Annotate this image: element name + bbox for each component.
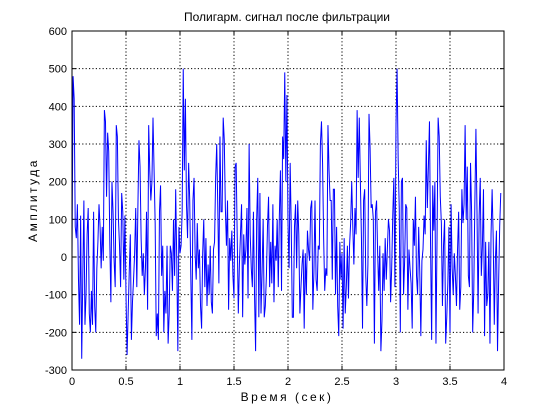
y-tick-label: 200 bbox=[49, 177, 67, 189]
plot-frame bbox=[71, 30, 505, 371]
y-axis-label: Амплитуда bbox=[26, 158, 40, 242]
y-tick-label: -200 bbox=[45, 327, 67, 339]
series-line bbox=[71, 68, 502, 359]
y-tick-label: -300 bbox=[45, 365, 67, 377]
y-tick-label: -100 bbox=[45, 290, 67, 302]
x-tick-label: 1 bbox=[177, 376, 183, 388]
x-tick-label: 0 bbox=[69, 376, 75, 388]
x-tick-label: 2 bbox=[285, 376, 291, 388]
y-tick-label: 400 bbox=[49, 101, 67, 113]
series-layer bbox=[71, 68, 502, 359]
y-tick-label: 100 bbox=[49, 214, 67, 226]
x-tick-label: 0.5 bbox=[118, 376, 133, 388]
x-tick-label: 3.5 bbox=[442, 376, 457, 388]
x-tick-label: 1.5 bbox=[226, 376, 241, 388]
y-tick-label: 500 bbox=[49, 64, 67, 76]
tick-labels: 0 0.5 1 1.5 2 2.5 3 3.5 4 -300 -200 -100 0 100 200 300 4… bbox=[45, 26, 507, 388]
x-tick-label: 3 bbox=[393, 376, 399, 388]
y-tick-label: 300 bbox=[49, 139, 67, 151]
x-axis-label: Время (сек) bbox=[241, 390, 334, 404]
x-tick-label: 2.5 bbox=[334, 376, 349, 388]
x-tick-label: 4 bbox=[501, 376, 507, 388]
y-tick-label: 0 bbox=[61, 252, 67, 264]
chart-title: Полигарм. сигнал после фильтрации bbox=[184, 10, 390, 24]
y-tick-label: 600 bbox=[49, 26, 67, 38]
